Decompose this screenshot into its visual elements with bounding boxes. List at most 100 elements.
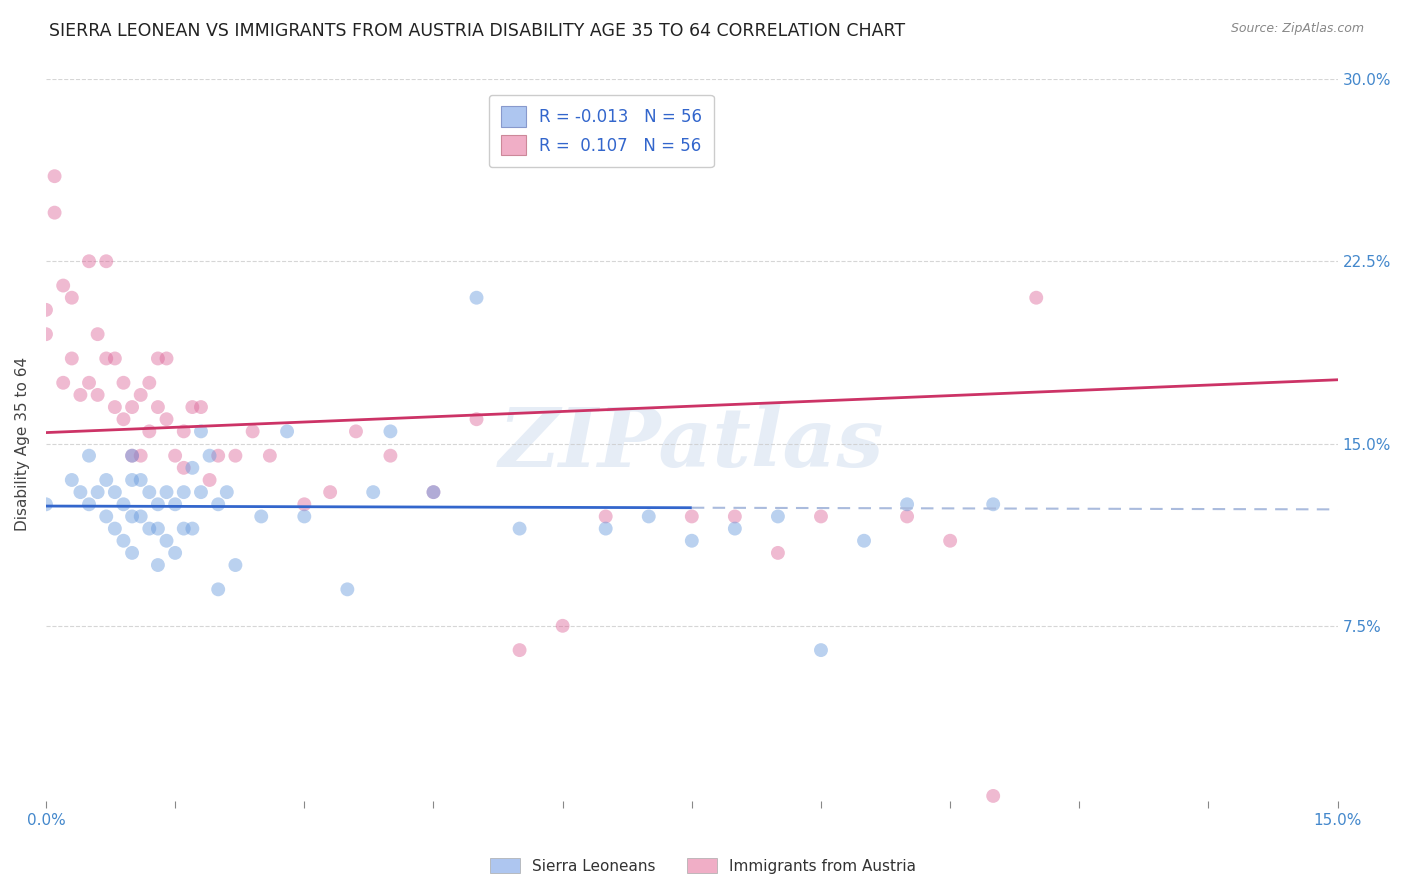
Point [138, 425, 160, 439]
Point [1025, 291, 1047, 305]
Point [181, 400, 204, 414]
Point [190, 485, 212, 500]
Point [86, 388, 108, 402]
Point [146, 497, 169, 511]
Point [165, 497, 187, 511]
Point [173, 485, 195, 500]
Point [96, 351, 118, 366]
Point [276, 425, 298, 439]
Point [129, 388, 152, 402]
Point [380, 449, 402, 463]
Point [361, 485, 384, 500]
Point [146, 351, 169, 366]
Point [981, 497, 1004, 511]
Point [422, 485, 444, 500]
Point [939, 533, 962, 548]
Point [155, 351, 177, 366]
Point [853, 533, 876, 548]
Point [810, 643, 832, 657]
Point [165, 449, 187, 463]
Point [509, 643, 531, 657]
Point [896, 509, 918, 524]
Point [35, 302, 58, 317]
Point [138, 522, 160, 536]
Point [896, 497, 918, 511]
Point [336, 582, 359, 597]
Point [146, 558, 169, 572]
Point [129, 473, 152, 487]
Point [104, 485, 127, 500]
Point [121, 449, 143, 463]
Y-axis label: Disability Age 35 to 64: Disability Age 35 to 64 [15, 357, 30, 531]
Point [138, 485, 160, 500]
Point [165, 546, 187, 560]
Point [681, 509, 703, 524]
Point [60, 351, 83, 366]
Point [104, 351, 127, 366]
Point [810, 509, 832, 524]
Point [724, 509, 747, 524]
Legend: R = -0.013   N = 56, R =  0.107   N = 56: R = -0.013 N = 56, R = 0.107 N = 56 [489, 95, 714, 167]
Point [198, 473, 221, 487]
Text: SIERRA LEONEAN VS IMMIGRANTS FROM AUSTRIA DISABILITY AGE 35 TO 64 CORRELATION CH: SIERRA LEONEAN VS IMMIGRANTS FROM AUSTRI… [49, 22, 905, 40]
Point [224, 449, 246, 463]
Point [96, 509, 118, 524]
Point [344, 425, 367, 439]
Point [121, 400, 143, 414]
Point [259, 449, 281, 463]
Point [595, 509, 617, 524]
Point [173, 522, 195, 536]
Point [77, 254, 100, 268]
Point [104, 522, 127, 536]
Point [69, 388, 91, 402]
Point [77, 449, 100, 463]
Point [292, 497, 315, 511]
Point [250, 509, 273, 524]
Point [766, 546, 789, 560]
Point [121, 546, 143, 560]
Point [766, 509, 789, 524]
Point [155, 533, 177, 548]
Point [224, 558, 246, 572]
Point [380, 425, 402, 439]
Point [509, 522, 531, 536]
Point [112, 533, 135, 548]
Point [121, 509, 143, 524]
Point [104, 400, 127, 414]
Point [146, 400, 169, 414]
Point [44, 169, 66, 184]
Text: Source: ZipAtlas.com: Source: ZipAtlas.com [1230, 22, 1364, 36]
Point [422, 485, 444, 500]
Point [207, 497, 229, 511]
Point [551, 619, 574, 633]
Point [724, 522, 747, 536]
Point [112, 376, 135, 390]
Point [242, 425, 264, 439]
Point [35, 497, 58, 511]
Point [207, 449, 229, 463]
Point [121, 473, 143, 487]
Point [60, 291, 83, 305]
Point [86, 327, 108, 342]
Point [215, 485, 238, 500]
Point [77, 376, 100, 390]
Point [121, 449, 143, 463]
Point [96, 254, 118, 268]
Point [146, 522, 169, 536]
Point [207, 582, 229, 597]
Point [129, 509, 152, 524]
Point [35, 327, 58, 342]
Point [637, 509, 659, 524]
Point [173, 460, 195, 475]
Point [181, 522, 204, 536]
Point [44, 205, 66, 219]
Point [52, 278, 75, 293]
Point [60, 473, 83, 487]
Point [292, 509, 315, 524]
Point [465, 291, 488, 305]
Point [138, 376, 160, 390]
Point [173, 425, 195, 439]
Point [86, 485, 108, 500]
Point [681, 533, 703, 548]
Point [52, 376, 75, 390]
